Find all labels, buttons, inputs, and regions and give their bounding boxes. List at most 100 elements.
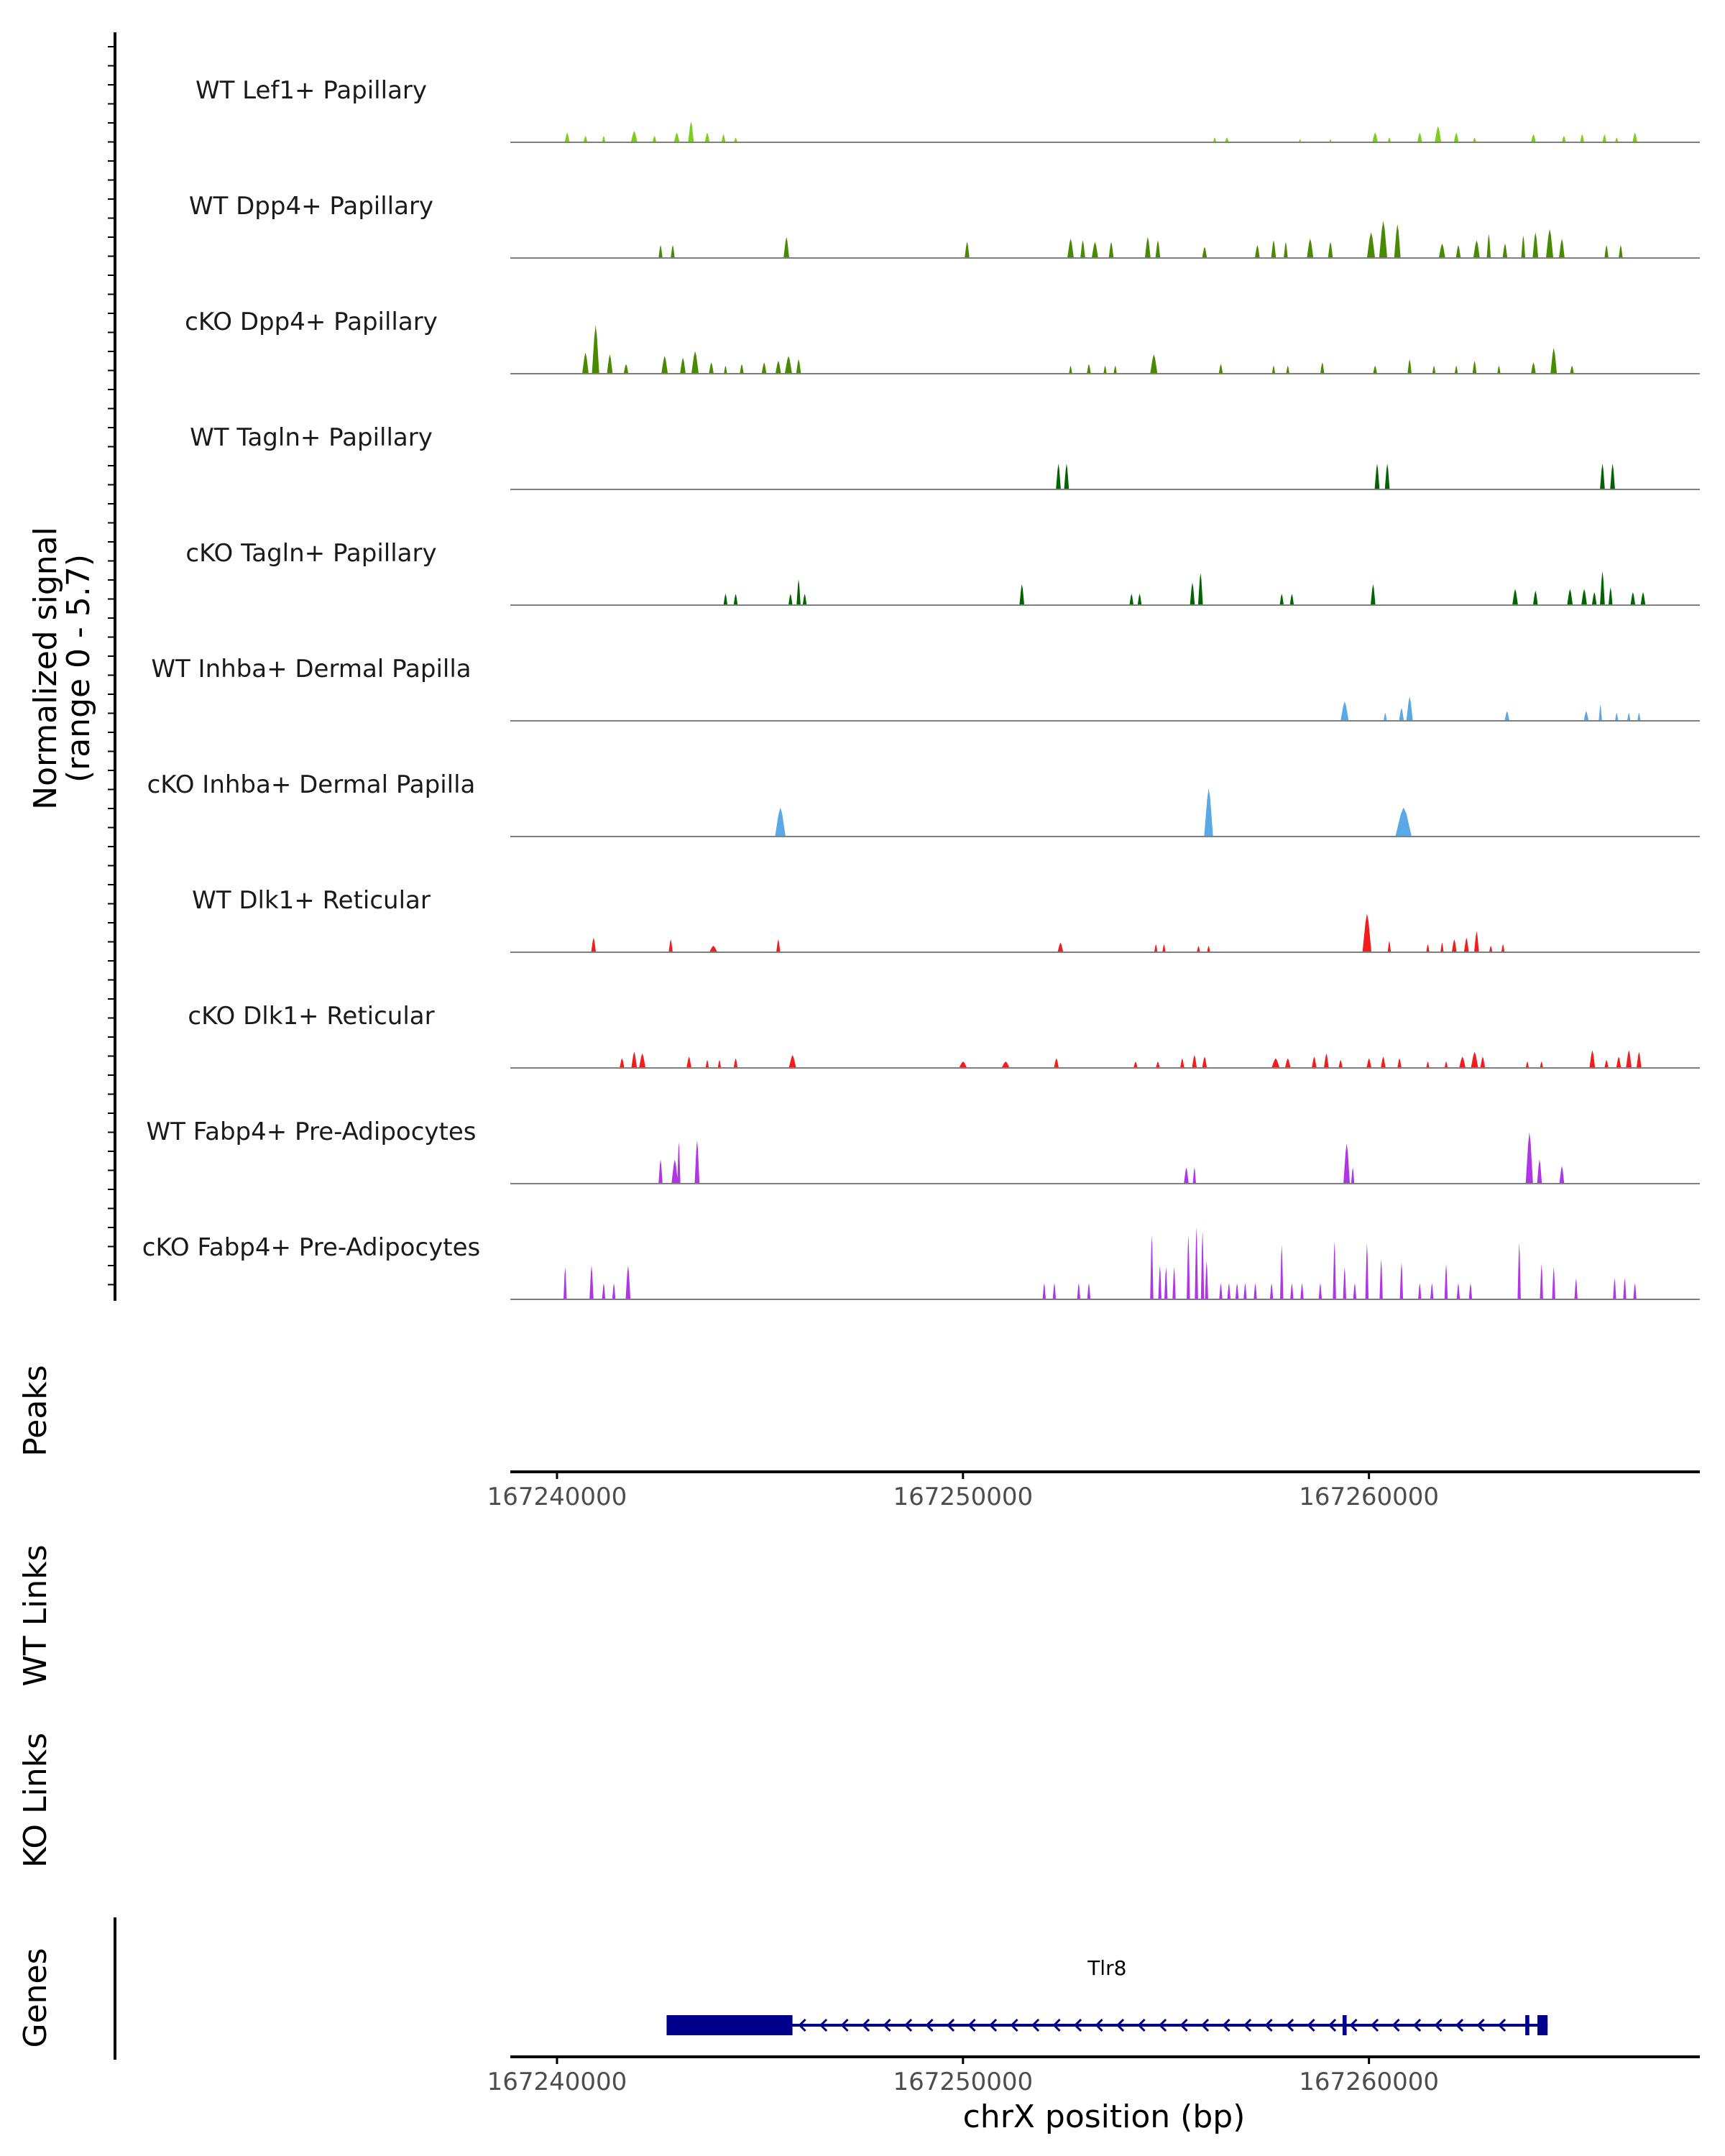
signal-peak [1610, 464, 1615, 489]
track-cko-tagln-papillary: cKO Tagln+ Papillary [185, 539, 1700, 606]
signal-peak [1453, 132, 1459, 142]
signal-peak [673, 132, 680, 142]
signal-peak [1213, 137, 1217, 142]
signal-peak [1179, 1058, 1184, 1068]
signal-peak [1614, 137, 1619, 142]
signal-peak [1362, 913, 1372, 952]
signal-peak [704, 132, 710, 142]
signal-peak [1630, 592, 1636, 605]
strand-arrow [883, 2018, 891, 2032]
signal-peak [1343, 1143, 1351, 1184]
signal-peak [1627, 712, 1631, 721]
signal-peak [1394, 224, 1401, 258]
signal-peak [1640, 592, 1646, 605]
coverage-tracks: WT Lef1+ Papillary WT Dpp4+ Papillary cKO … [142, 76, 1700, 1300]
signal-peak [630, 131, 638, 142]
x-axis-genes-tick-label: 167240000 [487, 2068, 627, 2096]
signal-peak [709, 362, 714, 374]
signal-peak [717, 1059, 722, 1068]
x-axis-title: chrX position (bp) [963, 2099, 1246, 2135]
signal-peak [1619, 245, 1623, 258]
signal-peak [1150, 354, 1158, 374]
strand-arrow [1031, 2018, 1040, 2032]
track-label: WT Dlk1+ Reticular [192, 886, 431, 915]
signal-peak [1290, 1283, 1294, 1299]
signal-peak [1298, 139, 1302, 142]
signal-peak [658, 245, 663, 258]
track-wt-fabp4-pre-adipocytes: WT Fabp4+ Pre-Adipocytes [147, 1118, 1700, 1184]
gene-exon [1537, 2015, 1548, 2035]
signal-peak [1608, 587, 1613, 605]
signal-peak [1636, 1051, 1642, 1068]
wt-links-panel-label: WT Links [17, 1544, 54, 1686]
strand-arrow [1010, 2018, 1018, 2032]
signal-peak [1056, 464, 1061, 489]
x-axis-peaks-panel: 167240000 167250000 167260000 [487, 1470, 1700, 1511]
signal-peak [658, 1159, 663, 1184]
signal-peak [734, 137, 737, 142]
signal-peak [1064, 464, 1070, 489]
signal-peak [1144, 236, 1151, 258]
signal-peak [1156, 1061, 1160, 1068]
x-axis-genes-tick-label: 167250000 [893, 2068, 1033, 2096]
signal-peak [1307, 239, 1314, 258]
signal-peak [1540, 1263, 1543, 1299]
signal-peak [1054, 1058, 1059, 1068]
signal-peak [1328, 241, 1333, 258]
strand-arrow [946, 2018, 955, 2032]
signal-peak [705, 1059, 709, 1068]
signal-peak [1531, 362, 1536, 374]
signal-peak [1067, 239, 1075, 258]
track-label: WT Tagln+ Papillary [190, 423, 433, 452]
signal-peak [1581, 589, 1587, 605]
signal-peak [1525, 1061, 1530, 1068]
signal-peak [623, 364, 629, 374]
signal-peak [1164, 1267, 1168, 1299]
signal-peak [583, 136, 588, 142]
strand-arrow [1158, 2018, 1167, 2032]
signal-peak [639, 1053, 646, 1068]
signal-peak [1604, 1059, 1609, 1068]
strand-arrow [925, 2018, 934, 2032]
signal-peak [1200, 1231, 1205, 1299]
signal-peak [1312, 1056, 1317, 1068]
track-label: cKO Inhba+ Dermal Papilla [147, 770, 476, 799]
x-axis-peaks-tick-label: 167240000 [487, 1483, 627, 1511]
signal-peak [1435, 126, 1442, 142]
signal-peak [1279, 594, 1284, 605]
signal-peak [1235, 1283, 1239, 1299]
signal-peak [1532, 590, 1538, 605]
signal-peak [1623, 1278, 1627, 1299]
signal-peak [652, 136, 657, 142]
signal-peak [1087, 1283, 1091, 1299]
signal-peak [959, 1061, 967, 1068]
signal-peak [1497, 365, 1501, 374]
signal-peak [1614, 712, 1619, 721]
signal-peak [1399, 708, 1404, 721]
signal-peak [1133, 1061, 1138, 1068]
strand-arrow [1052, 2018, 1061, 2032]
signal-peak [1387, 941, 1392, 952]
signal-peak [723, 594, 728, 605]
strand-arrow [1264, 2018, 1273, 2032]
signal-peak [1602, 134, 1607, 142]
signal-peak [1444, 1061, 1448, 1068]
signal-peak [1430, 1283, 1434, 1299]
signal-peak [796, 359, 801, 374]
signal-peak [1540, 1061, 1543, 1068]
strand-arrow [861, 2018, 870, 2032]
signal-peak [661, 356, 668, 374]
signal-peak [1397, 1058, 1402, 1068]
signal-peak [1480, 1056, 1486, 1068]
signal-peak [1451, 939, 1457, 952]
signal-peak [677, 1141, 681, 1184]
signal-peak [1284, 1058, 1291, 1068]
signal-peak [1517, 1243, 1521, 1299]
signal-peak [1154, 944, 1158, 952]
signal-peak [1286, 365, 1289, 374]
signal-peak [1137, 594, 1142, 605]
signal-peak [1190, 582, 1195, 605]
strand-arrow [1392, 2018, 1400, 2032]
signal-peak [1372, 132, 1379, 142]
signal-peak [1269, 1283, 1274, 1299]
